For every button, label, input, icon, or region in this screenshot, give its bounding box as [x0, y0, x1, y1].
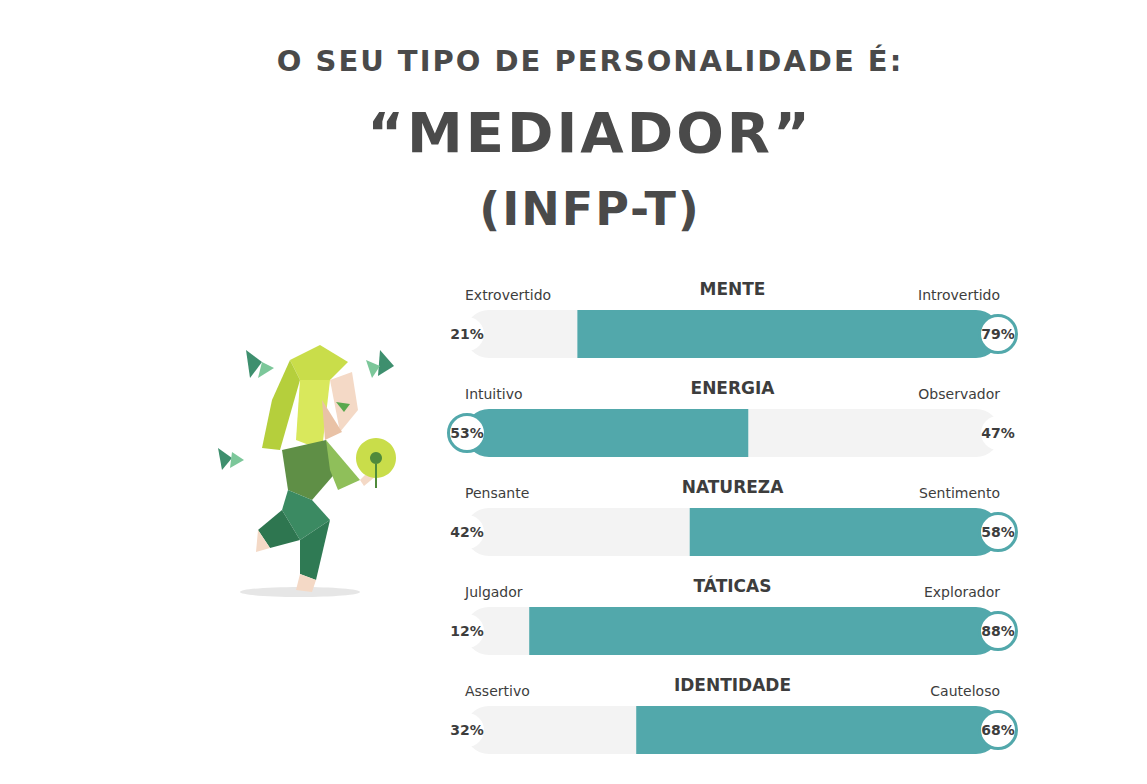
svg-text:TÁTICAS: TÁTICAS — [694, 575, 772, 596]
svg-text:68%: 68% — [981, 722, 1015, 738]
svg-text:32%: 32% — [450, 722, 484, 738]
svg-text:MENTE: MENTE — [700, 279, 766, 299]
html-text:O SEU TIPO DE PERSONALIDADE É:: O SEU TIPO DE PERSONALIDADE É: — [276, 44, 904, 78]
svg-text:88%: 88% — [981, 623, 1015, 639]
svg-text:Observador: Observador — [918, 386, 1000, 402]
svg-text:IDENTIDADE: IDENTIDADE — [674, 675, 791, 695]
svg-text:Julgador: Julgador — [464, 584, 523, 600]
svg-text:53%: 53% — [450, 425, 484, 441]
svg-text:Intuitivo: Intuitivo — [465, 386, 522, 402]
svg-text:42%: 42% — [450, 524, 484, 540]
svg-text:Introvertido: Introvertido — [918, 287, 1000, 303]
svg-text:12%: 12% — [450, 623, 484, 639]
svg-text:Pensante: Pensante — [465, 485, 529, 501]
svg-text:Cauteloso: Cauteloso — [930, 683, 1000, 699]
svg-text:79%: 79% — [981, 326, 1015, 342]
svg-text:21%: 21% — [450, 326, 484, 342]
svg-text:47%: 47% — [981, 425, 1015, 441]
svg-text:ENERGIA: ENERGIA — [691, 378, 776, 398]
svg-text:NATUREZA: NATUREZA — [682, 477, 784, 497]
svg-text:Extrovertido: Extrovertido — [465, 287, 551, 303]
svg-text:Explorador: Explorador — [924, 584, 1000, 600]
svg-text:58%: 58% — [981, 524, 1015, 540]
html-text:“MEDIADOR”: “MEDIADOR” — [367, 100, 813, 165]
svg-text:Sentimento: Sentimento — [919, 485, 1000, 501]
svg-text:Assertivo: Assertivo — [465, 683, 530, 699]
html-text:(INFP-T): (INFP-T) — [479, 182, 701, 236]
